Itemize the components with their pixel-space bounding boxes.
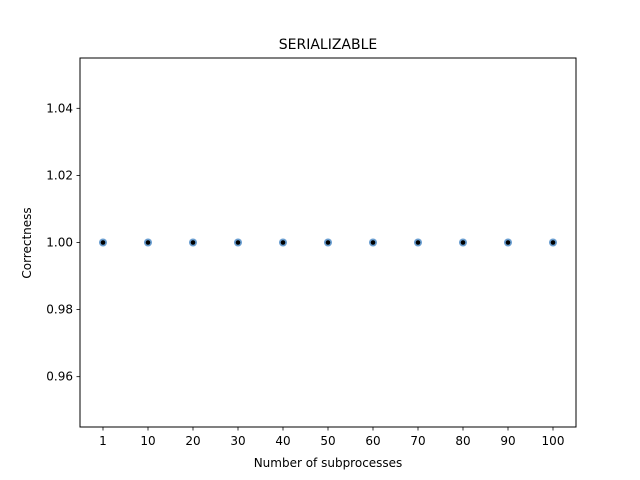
data-point-center <box>505 240 511 245</box>
y-axis-ticks: 0.96 0.98 1.00 1.02 1.04 <box>46 101 80 384</box>
data-point-center <box>550 240 556 245</box>
y-tick-label: 0.96 <box>46 370 73 384</box>
x-tick-label: 1 <box>99 434 107 448</box>
data-point-center <box>370 240 376 245</box>
x-tick-label: 100 <box>542 434 565 448</box>
data-point-center <box>145 240 151 245</box>
data-point-center <box>280 240 286 245</box>
y-tick-label: 1.02 <box>46 168 73 182</box>
y-axis-title: Correctness <box>20 207 34 278</box>
data-point-center <box>325 240 331 245</box>
data-points <box>99 238 557 247</box>
plot-frame <box>79 57 577 428</box>
x-tick-label: 80 <box>455 434 470 448</box>
x-tick-label: 90 <box>500 434 515 448</box>
x-tick-label: 70 <box>410 434 425 448</box>
y-tick-label: 1.04 <box>46 101 73 115</box>
data-point-center <box>100 240 106 245</box>
x-tick-label: 50 <box>320 434 335 448</box>
x-tick-label: 40 <box>275 434 290 448</box>
x-tick-label: 60 <box>365 434 380 448</box>
x-tick-label: 30 <box>230 434 245 448</box>
x-tick-label: 10 <box>140 434 155 448</box>
x-tick-label: 20 <box>185 434 200 448</box>
chart-title: SERIALIZABLE <box>279 37 378 53</box>
data-point-center <box>415 240 421 245</box>
data-point-center <box>190 240 196 245</box>
x-axis-title: Number of subprocesses <box>254 456 403 470</box>
y-tick-label: 1.00 <box>46 236 73 250</box>
data-point-center <box>235 240 241 245</box>
y-tick-label: 0.98 <box>46 303 73 317</box>
x-axis-ticks: 1 10 20 30 40 50 60 70 80 90 100 <box>99 427 564 448</box>
data-point-center <box>460 240 466 245</box>
